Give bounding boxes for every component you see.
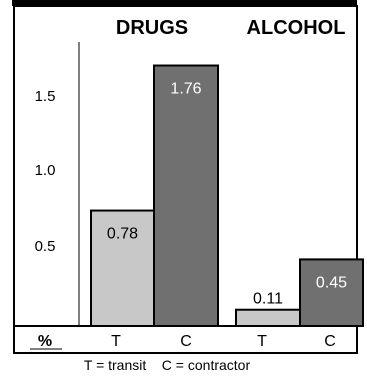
- y-unit-label: %: [38, 333, 52, 350]
- value-label: 1.76: [170, 81, 201, 98]
- title-strip: [12, 0, 357, 6]
- bar-drugs-t: [90, 209, 155, 327]
- bar-alcohol-t: [235, 308, 301, 328]
- y-tick-label: 0.5: [35, 238, 56, 255]
- value-label: 0.78: [107, 226, 138, 243]
- bar-alcohol-c: [299, 258, 364, 327]
- category-label: C: [324, 333, 336, 350]
- y-tick-label: 1.5: [35, 88, 56, 105]
- category-label: T: [257, 333, 267, 350]
- y-tick-label: 1.0: [35, 162, 56, 179]
- bars-group: 0.78 1.76 0.11 0.45: [90, 64, 364, 328]
- bar-drugs-c: [153, 64, 219, 328]
- footnote: T = transit C = contractor: [84, 357, 251, 373]
- value-label: 0.11: [253, 291, 283, 308]
- group-label-drugs: DRUGS: [116, 17, 188, 39]
- category-label: C: [180, 333, 192, 350]
- group-label-alcohol: ALCOHOL: [247, 17, 346, 39]
- chart-frame: [13, 5, 358, 354]
- value-label: 0.45: [316, 274, 347, 291]
- category-label: T: [111, 333, 121, 350]
